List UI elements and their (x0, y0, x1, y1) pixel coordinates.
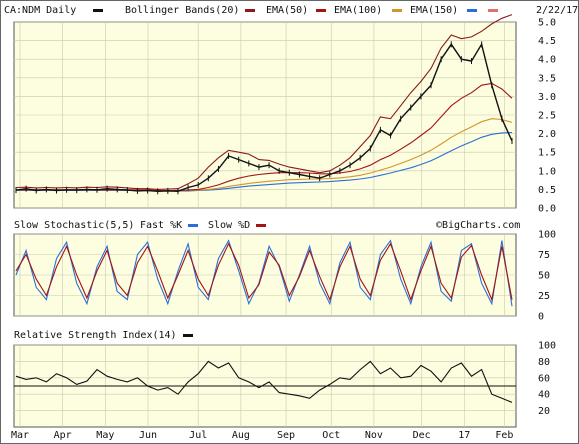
legend-ema50-label: EMA(50) (266, 5, 308, 16)
stoch-header: Slow Stochastic(5,5) Fast %K Slow %D ©Bi… (14, 220, 520, 231)
x-tick-label: 17 (458, 430, 470, 441)
y-tick-label: 40 (538, 390, 550, 401)
y-tick-label: 50 (538, 271, 550, 282)
price-plot (15, 14, 513, 195)
legend-ema100-swatch (392, 9, 402, 12)
rsi-header: Relative Strength Index(14) (14, 330, 193, 341)
y-tick-label: 100 (538, 230, 556, 241)
stoch-slow-label: Slow %D (208, 220, 250, 231)
stoch-fast-swatch (188, 224, 198, 227)
x-tick-label: May (96, 430, 114, 441)
x-tick-label: Oct (322, 430, 340, 441)
stoch-panel: 0 25 50 75 100 (13, 230, 556, 323)
rsi-y-axis: 20 40 60 80 100 (538, 341, 556, 418)
legend-ema100-label: EMA(100) (334, 5, 382, 16)
series-relative-strength-index-14 (15, 360, 513, 403)
x-tick-label: Sep (277, 430, 295, 441)
legend-extra-swatch (488, 9, 498, 12)
legend-ema50-swatch (316, 9, 326, 12)
y-tick-label: 3.5 (538, 73, 556, 84)
y-tick-label: 1.0 (538, 166, 556, 177)
watermark: ©BigCharts.com (436, 220, 520, 231)
y-tick-label: 60 (538, 373, 550, 384)
price-panel: 0.0 0.5 1.0 1.5 2.0 2.5 3.0 3.5 4.0 4.5 5.0 (13, 14, 556, 215)
y-tick-label: 75 (538, 250, 550, 261)
y-tick-label: 4.0 (538, 55, 556, 66)
x-tick-label: Apr (54, 430, 72, 441)
stoch-fast-label: Fast %K (140, 220, 182, 231)
x-tick-label: Jun (139, 430, 157, 441)
stoch-label: Slow Stochastic(5,5) (14, 220, 134, 231)
x-tick-label: Mar (11, 430, 29, 441)
legend-ema150-swatch (467, 9, 477, 12)
date-label: 2/22/17 (536, 5, 578, 16)
x-tick-label: Aug (232, 430, 250, 441)
y-tick-label: 2.5 (538, 111, 556, 122)
rsi-swatch (183, 334, 193, 337)
y-tick-label: 1.5 (538, 148, 556, 159)
stoch-slow-swatch (256, 224, 266, 227)
legend-bollinger-swatch (245, 9, 255, 12)
x-tick-label: Jul (189, 430, 207, 441)
y-tick-label: 25 (538, 291, 550, 302)
y-tick-label: 20 (538, 406, 550, 417)
symbol-label: CA:NDM Daily (4, 5, 76, 16)
stoch-y-axis: 0 25 50 75 100 (538, 230, 556, 323)
y-tick-label: 80 (538, 357, 550, 368)
series-ca-ndm-daily (15, 42, 513, 193)
rsi-label: Relative Strength Index(14) (14, 330, 177, 341)
y-tick-label: 3.0 (538, 92, 556, 103)
legend-ema150-label: EMA(150) (410, 5, 458, 16)
price-y-axis: 0.0 0.5 1.0 1.5 2.0 2.5 3.0 3.5 4.0 4.5 5.0 (538, 18, 556, 215)
y-tick-label: 5.0 (538, 18, 556, 29)
y-tick-label: 0 (538, 312, 544, 323)
stoch-plot (15, 239, 513, 307)
price-header: CA:NDM Daily Bollinger Bands(20) EMA(50)… (4, 5, 578, 16)
x-tick-label: Dec (413, 430, 431, 441)
series-bollinger-bands-20 (15, 14, 513, 190)
x-tick-label: Feb (495, 430, 513, 441)
rsi-plot (14, 360, 516, 403)
y-tick-label: 4.5 (538, 36, 556, 47)
y-tick-label: 100 (538, 341, 556, 352)
series-slow-d (15, 242, 513, 302)
x-axis: Mar Apr May Jun Jul Aug Sep Oct Nov Dec 17 Feb (11, 430, 513, 441)
y-tick-label: 0.5 (538, 185, 556, 196)
x-tick-label: Nov (365, 430, 383, 441)
rsi-panel: 20 40 60 80 100 (13, 341, 556, 428)
legend-bollinger-label: Bollinger Bands(20) (125, 5, 239, 16)
symbol-swatch (93, 9, 103, 12)
y-tick-label: 2.0 (538, 129, 556, 140)
series-fast-k (15, 239, 513, 307)
y-tick-label: 0.0 (538, 204, 556, 215)
